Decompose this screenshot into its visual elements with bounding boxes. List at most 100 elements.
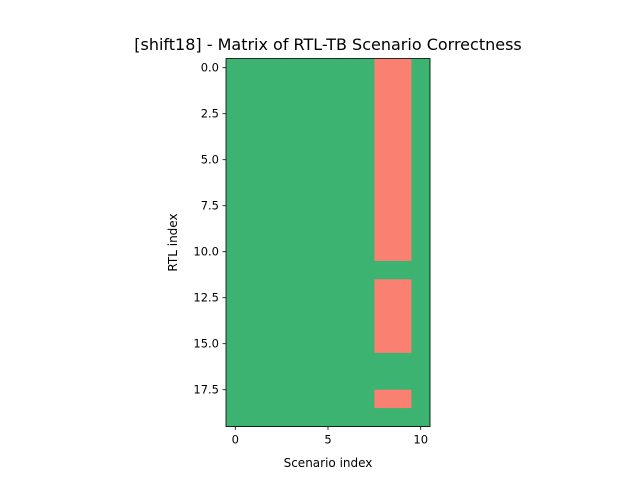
heatmap-cell-r3-c10 bbox=[411, 113, 431, 133]
x-axis-label: Scenario index bbox=[284, 456, 373, 470]
heatmap-cell-r3-c3 bbox=[281, 113, 301, 133]
heatmap-cell-r7-c1 bbox=[244, 187, 264, 207]
heatmap-cell-r3-c9 bbox=[392, 113, 412, 133]
heatmap-cell-r12-c8 bbox=[374, 279, 394, 299]
heatmap-cell-r17-c5 bbox=[318, 371, 338, 391]
heatmap-cell-r17-c0 bbox=[226, 371, 245, 391]
heatmap-cell-r19-c0 bbox=[226, 408, 245, 427]
heatmap-cell-r15-c7 bbox=[355, 334, 375, 354]
heatmap-cell-r5-c2 bbox=[263, 150, 283, 170]
heatmap-cell-r0-c8 bbox=[374, 58, 394, 78]
heatmap-cell-r10-c10 bbox=[411, 242, 431, 262]
heatmap-cell-r0-c4 bbox=[300, 58, 320, 78]
heatmap-cell-r11-c10 bbox=[411, 260, 431, 280]
heatmap-cell-r16-c10 bbox=[411, 352, 431, 372]
heatmap-cell-r18-c7 bbox=[355, 389, 375, 409]
heatmap-cell-r17-c7 bbox=[355, 371, 375, 391]
heatmap-cell-r14-c10 bbox=[411, 316, 431, 335]
heatmap-cell-r14-c7 bbox=[355, 316, 375, 335]
heatmap-cell-r16-c7 bbox=[355, 352, 375, 372]
heatmap-cell-r7-c5 bbox=[318, 187, 338, 207]
heatmap-cell-r16-c4 bbox=[300, 352, 320, 372]
heatmap-cell-r11-c2 bbox=[263, 260, 283, 280]
heatmap-cell-r9-c0 bbox=[226, 224, 245, 243]
heatmap-cell-r17-c3 bbox=[281, 371, 301, 391]
heatmap-cell-r4-c1 bbox=[244, 132, 264, 151]
x-tick-label: 0 bbox=[232, 433, 239, 447]
x-tick-label: 5 bbox=[324, 433, 331, 447]
x-tick-label: 10 bbox=[413, 433, 428, 447]
heatmap-cell-r19-c5 bbox=[318, 408, 338, 427]
heatmap-cell-r8-c7 bbox=[355, 205, 375, 225]
heatmap-cell-r14-c4 bbox=[300, 316, 320, 335]
heatmap-cell-r7-c9 bbox=[392, 187, 412, 207]
heatmap-cell-r13-c1 bbox=[244, 297, 264, 317]
heatmap-cell-r3-c7 bbox=[355, 113, 375, 133]
heatmap-cell-r5-c7 bbox=[355, 150, 375, 170]
y-tick-label: 5.0 bbox=[201, 153, 219, 167]
heatmap-cell-r2-c0 bbox=[226, 95, 245, 115]
heatmap-cell-r9-c5 bbox=[318, 224, 338, 243]
heatmap-cell-r7-c3 bbox=[281, 187, 301, 207]
heatmap-cell-r2-c6 bbox=[337, 95, 357, 115]
heatmap-cell-r1-c3 bbox=[281, 76, 301, 96]
heatmap-cell-r18-c4 bbox=[300, 389, 320, 409]
heatmap-cell-r3-c4 bbox=[300, 113, 320, 133]
heatmap-cell-r9-c8 bbox=[374, 224, 394, 243]
heatmap-cell-r12-c6 bbox=[337, 279, 357, 299]
heatmap-cell-r11-c9 bbox=[392, 260, 412, 280]
heatmap-cell-r0-c7 bbox=[355, 58, 375, 78]
heatmap-cell-r19-c10 bbox=[411, 408, 431, 427]
heatmap-cell-r5-c0 bbox=[226, 150, 245, 170]
heatmap-cell-r15-c9 bbox=[392, 334, 412, 354]
heatmap-cell-r9-c9 bbox=[392, 224, 412, 243]
heatmap-cell-r7-c10 bbox=[411, 187, 431, 207]
heatmap-cell-r3-c6 bbox=[337, 113, 357, 133]
y-axis-ticks: 0.0 2.5 5.0 7.5 10.0 12.5 15.0 17.5 bbox=[193, 61, 226, 397]
heatmap-cell-r11-c5 bbox=[318, 260, 338, 280]
heatmap-cell-r2-c1 bbox=[244, 95, 264, 115]
heatmap-cell-r8-c5 bbox=[318, 205, 338, 225]
heatmap-cell-r13-c8 bbox=[374, 297, 394, 317]
heatmap-cell-r16-c6 bbox=[337, 352, 357, 372]
y-tick-label: 12.5 bbox=[193, 291, 219, 305]
heatmap-cell-r5-c9 bbox=[392, 150, 412, 170]
heatmap-cell-r1-c9 bbox=[392, 76, 412, 96]
heatmap-cell-r1-c6 bbox=[337, 76, 357, 96]
heatmap-cell-r17-c4 bbox=[300, 371, 320, 391]
heatmap-cell-r10-c6 bbox=[337, 242, 357, 262]
heatmap-cell-r7-c7 bbox=[355, 187, 375, 207]
heatmap-cell-r16-c0 bbox=[226, 352, 245, 372]
heatmap-cell-r1-c1 bbox=[244, 76, 264, 96]
heatmap-cell-r10-c8 bbox=[374, 242, 394, 262]
heatmap-cell-r8-c6 bbox=[337, 205, 357, 225]
heatmap-cell-r2-c2 bbox=[263, 95, 283, 115]
heatmap-cell-r4-c5 bbox=[318, 132, 338, 151]
heatmap-cell-r1-c10 bbox=[411, 76, 431, 96]
heatmap-cell-r13-c9 bbox=[392, 297, 412, 317]
heatmap-cell-r14-c6 bbox=[337, 316, 357, 335]
heatmap-cell-r3-c1 bbox=[244, 113, 264, 133]
heatmap-cell-r5-c10 bbox=[411, 150, 431, 170]
heatmap-cell-r7-c6 bbox=[337, 187, 357, 207]
heatmap-cell-r8-c1 bbox=[244, 205, 264, 225]
y-tick-label: 7.5 bbox=[201, 199, 219, 213]
heatmap-cell-r9-c6 bbox=[337, 224, 357, 243]
heatmap-cell-r6-c5 bbox=[318, 168, 338, 188]
heatmap-cell-r9-c7 bbox=[355, 224, 375, 243]
heatmap-cell-r8-c4 bbox=[300, 205, 320, 225]
heatmap-cell-r2-c4 bbox=[300, 95, 320, 115]
heatmap-cell-r0-c0 bbox=[226, 58, 245, 78]
heatmap-cell-r6-c10 bbox=[411, 168, 431, 188]
heatmap-cell-r7-c4 bbox=[300, 187, 320, 207]
heatmap-cell-r18-c9 bbox=[392, 389, 412, 409]
heatmap-cell-r15-c5 bbox=[318, 334, 338, 354]
heatmap-cell-r8-c0 bbox=[226, 205, 245, 225]
heatmap-cell-r4-c10 bbox=[411, 132, 431, 151]
heatmap-cell-r5-c1 bbox=[244, 150, 264, 170]
heatmap-cell-r0-c6 bbox=[337, 58, 357, 78]
heatmap-cell-r19-c8 bbox=[374, 408, 394, 427]
heatmap-cell-r9-c3 bbox=[281, 224, 301, 243]
y-axis-label: RTL index bbox=[166, 213, 180, 271]
heatmap-cell-r2-c3 bbox=[281, 95, 301, 115]
